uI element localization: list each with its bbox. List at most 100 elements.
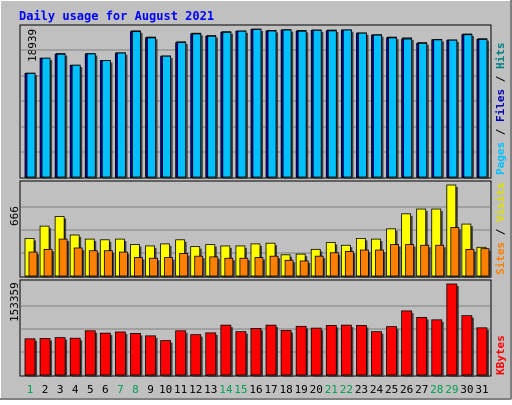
x-tick-label-2: 2 xyxy=(42,383,49,396)
bar-pages-day-17 xyxy=(267,30,277,178)
bar-kbytes-day-15 xyxy=(235,331,247,376)
bar-sites-day-5 xyxy=(88,250,98,277)
bar-kbytes-day-9 xyxy=(145,335,156,376)
bar-kbytes-day-5 xyxy=(84,330,96,376)
x-tick-label-29: 29 xyxy=(445,383,458,396)
bar-kbytes-day-8 xyxy=(130,333,141,376)
bar-pages-day-9 xyxy=(147,37,156,178)
bar-kbytes-day-1 xyxy=(24,338,36,376)
bar-kbytes-day-18 xyxy=(280,330,292,376)
bar-pages-day-27 xyxy=(418,42,428,178)
ymax-label-hits: 18939 xyxy=(26,29,39,62)
bar-sites-day-14 xyxy=(224,257,234,277)
bar-sites-day-28 xyxy=(435,244,445,277)
x-tick-label-13: 13 xyxy=(204,383,217,396)
bar-pages-day-14 xyxy=(222,32,232,178)
bar-pages-day-4 xyxy=(71,64,81,178)
bar-sites-day-9 xyxy=(149,257,158,277)
bar-pages-day-16 xyxy=(252,29,262,178)
bar-sites-day-2 xyxy=(43,248,53,277)
bar-pages-day-28 xyxy=(433,39,443,178)
bar-sites-day-8 xyxy=(134,257,143,277)
bar-sites-day-4 xyxy=(73,247,83,277)
x-tick-label-26: 26 xyxy=(400,383,413,396)
bar-sites-day-29 xyxy=(450,227,460,277)
x-tick-label-21: 21 xyxy=(325,383,338,396)
bar-sites-day-20 xyxy=(314,255,324,277)
bar-kbytes-day-11 xyxy=(175,330,187,376)
x-tick-label-18: 18 xyxy=(280,383,293,396)
bar-pages-day-23 xyxy=(358,32,367,178)
bar-sites-day-11 xyxy=(179,253,189,277)
x-tick-label-22: 22 xyxy=(340,383,353,396)
x-tick-label-15: 15 xyxy=(234,383,247,396)
bar-kbytes-day-4 xyxy=(69,337,81,376)
bar-sites-day-31 xyxy=(480,248,490,277)
legend-hits-files-pages: Pages / Files / Hits xyxy=(494,43,507,176)
bar-pages-day-15 xyxy=(237,30,247,178)
bar-sites-day-26 xyxy=(405,244,415,277)
x-tick-label-11: 11 xyxy=(174,383,187,396)
x-tick-label-9: 9 xyxy=(147,383,154,396)
legend-pages: Pages xyxy=(494,142,507,175)
x-tick-label-7: 7 xyxy=(117,383,124,396)
bar-sites-day-24 xyxy=(375,249,384,277)
bar-pages-day-8 xyxy=(132,31,141,178)
bars xyxy=(24,28,491,377)
bar-pages-day-19 xyxy=(297,30,307,178)
x-tick-label-6: 6 xyxy=(102,383,109,396)
bar-pages-day-31 xyxy=(478,39,488,178)
bar-kbytes-day-21 xyxy=(325,325,337,376)
bar-sites-day-7 xyxy=(118,251,128,277)
bar-sites-day-23 xyxy=(360,249,369,277)
bar-kbytes-day-25 xyxy=(386,326,397,376)
x-tick-label-24: 24 xyxy=(370,383,384,396)
bar-kbytes-day-24 xyxy=(371,331,382,376)
legend-visits-sites: Sites / Visits xyxy=(494,182,507,275)
legend-files: Files xyxy=(494,89,507,122)
bar-kbytes-day-16 xyxy=(250,328,262,376)
bar-sites-day-15 xyxy=(239,257,249,277)
bar-pages-day-10 xyxy=(162,55,171,178)
bar-sites-day-17 xyxy=(269,255,279,277)
bar-kbytes-day-27 xyxy=(416,317,428,376)
bar-sites-day-22 xyxy=(344,251,354,277)
bar-kbytes-day-20 xyxy=(310,327,322,376)
bar-sites-day-27 xyxy=(420,244,430,277)
bar-pages-day-11 xyxy=(177,42,187,178)
bar-pages-day-30 xyxy=(463,34,473,178)
legend-visits: Visits xyxy=(494,182,507,222)
bar-sites-day-10 xyxy=(164,257,173,277)
x-tick-label-30: 30 xyxy=(460,383,473,396)
legend-hits: Hits xyxy=(494,43,507,70)
legend-kbytes: KBytes xyxy=(494,335,507,375)
bar-sites-day-3 xyxy=(58,238,68,277)
x-tick-label-1: 1 xyxy=(27,383,34,396)
bar-pages-day-22 xyxy=(342,29,352,178)
bar-kbytes-day-6 xyxy=(99,332,111,376)
bar-pages-day-25 xyxy=(388,37,397,178)
bar-kbytes-day-12 xyxy=(190,334,202,376)
x-tick-label-3: 3 xyxy=(57,383,64,396)
bar-kbytes-day-31 xyxy=(476,327,488,376)
bar-pages-day-24 xyxy=(373,34,382,178)
bar-pages-day-20 xyxy=(312,29,322,178)
x-tick-label-25: 25 xyxy=(385,383,398,396)
bar-kbytes-day-2 xyxy=(39,338,51,376)
bar-pages-day-7 xyxy=(116,52,126,178)
bar-sites-day-13 xyxy=(209,256,219,277)
bar-sites-day-25 xyxy=(390,244,399,277)
bar-sites-day-19 xyxy=(299,260,309,277)
x-tick-label-10: 10 xyxy=(159,383,172,396)
bar-kbytes-day-3 xyxy=(54,337,66,376)
bar-sites-day-21 xyxy=(329,252,339,277)
bar-pages-day-21 xyxy=(327,30,337,178)
bar-pages-day-2 xyxy=(41,57,51,178)
bar-kbytes-day-29 xyxy=(446,283,458,376)
x-tick-label-14: 14 xyxy=(219,383,233,396)
x-tick-label-16: 16 xyxy=(249,383,262,396)
x-tick-label-23: 23 xyxy=(355,383,368,396)
bar-kbytes-day-23 xyxy=(356,325,367,376)
